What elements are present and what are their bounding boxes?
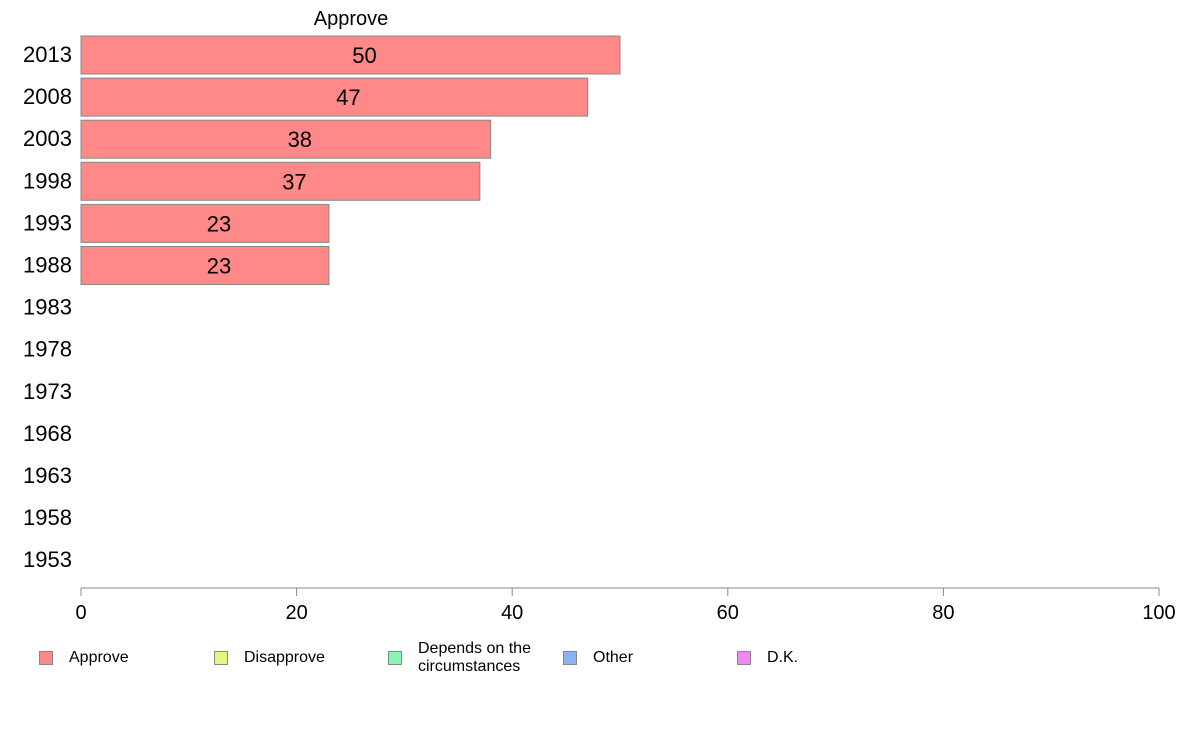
x-tick-label: 100 xyxy=(1142,602,1175,624)
legend-swatch-depends xyxy=(388,651,402,665)
bars-group: 50 47 38 37 23 23 xyxy=(80,35,621,285)
legend-swatch-approve xyxy=(39,651,53,665)
y-tick-label: 1978 xyxy=(23,337,72,362)
bar xyxy=(80,77,589,117)
legend: Approve Disapprove Depends on the circum… xyxy=(0,640,1188,700)
bar xyxy=(80,246,330,285)
y-tick-label: 1998 xyxy=(23,168,72,193)
legend-swatch-dk xyxy=(737,651,751,665)
y-tick-label: 1968 xyxy=(23,421,72,446)
y-tick-label: 1958 xyxy=(23,505,72,530)
legend-label-dk: D.K. xyxy=(767,649,799,666)
legend-swatch-disapprove xyxy=(214,651,228,665)
bar xyxy=(80,203,330,243)
bar xyxy=(80,35,621,75)
data-label: 38 xyxy=(288,127,312,152)
x-tick-label: 60 xyxy=(717,602,739,624)
x-tick-label: 20 xyxy=(285,602,307,624)
x-tick-label: 40 xyxy=(501,602,523,624)
legend-label-disapprove: Disapprove xyxy=(244,649,325,666)
bar xyxy=(80,119,492,159)
legend-label-other: Other xyxy=(593,649,634,666)
data-label: 37 xyxy=(282,169,306,194)
x-tick-label: 0 xyxy=(75,602,86,624)
bar-chart: Approve 50 47 38 37 23 23 2013 2008 2003 1998 199… xyxy=(23,8,1176,624)
y-tick-label: 1988 xyxy=(23,253,72,278)
x-tick-label: 80 xyxy=(932,602,954,624)
x-axis-ticks: 0 20 40 60 80 100 xyxy=(75,588,1176,624)
y-axis-labels: 2013 2008 2003 1998 1993 1988 1983 1978 1973 1968… xyxy=(23,42,72,572)
y-tick-label: 2008 xyxy=(23,84,72,109)
y-tick-label: 2003 xyxy=(23,126,72,151)
y-tick-label: 1963 xyxy=(23,463,72,488)
data-label: 47 xyxy=(336,85,360,110)
y-tick-label: 1953 xyxy=(23,547,72,572)
data-label: 23 xyxy=(207,211,231,236)
legend-label-depends: Depends on the circumstances xyxy=(418,640,531,675)
legend-item-other: Other xyxy=(563,640,633,667)
bar xyxy=(80,161,481,201)
y-tick-label: 2013 xyxy=(23,42,72,67)
legend-swatch-other xyxy=(563,651,577,665)
panel-title: Approve xyxy=(314,8,389,30)
legend-label-approve: Approve xyxy=(69,649,129,666)
data-label: 23 xyxy=(207,254,231,279)
legend-item-disapprove: Disapprove xyxy=(214,640,325,667)
legend-item-dk: D.K. xyxy=(737,640,798,667)
y-tick-label: 1973 xyxy=(23,379,72,404)
legend-item-depends: Depends on the circumstances xyxy=(388,640,558,676)
y-tick-label: 1993 xyxy=(23,210,72,235)
legend-item-approve: Approve xyxy=(39,640,129,667)
data-label: 50 xyxy=(352,43,376,68)
y-tick-label: 1983 xyxy=(23,295,72,320)
